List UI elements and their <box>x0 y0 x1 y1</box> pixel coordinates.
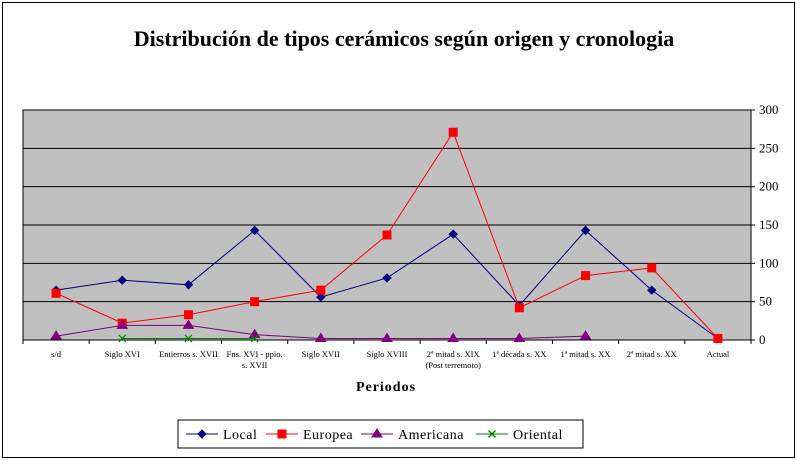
data-point <box>50 330 62 340</box>
x-tick-label: 2ª mitad s. XIX <box>427 349 480 359</box>
gridlines <box>23 147 751 303</box>
x-tick-label: 1ª década s. XX <box>492 349 546 359</box>
data-point <box>580 225 591 236</box>
data-point <box>316 285 326 295</box>
legend-marker <box>488 430 496 438</box>
y-tick-label: 300 <box>759 102 779 117</box>
y-tick-label: 50 <box>759 294 772 309</box>
legend-label: Europea <box>303 428 353 443</box>
data-point <box>118 334 127 343</box>
x-tick-label: Siglo XVII <box>302 349 340 359</box>
data-point <box>448 229 458 239</box>
y-tick-label: 200 <box>759 179 779 194</box>
legend-item-oriental: Oriental <box>476 428 563 443</box>
series-oriental <box>118 334 259 343</box>
data-point <box>579 330 592 340</box>
y-tick-label: 250 <box>759 140 779 155</box>
legend-marker <box>371 428 383 438</box>
chart: Distribución de tipos cerámicos según or… <box>22 26 779 449</box>
legend-item-local: Local <box>186 428 257 443</box>
x-tick-label: 1ª mitad s. XX <box>561 349 611 359</box>
y-tick-label: 150 <box>759 217 779 232</box>
data-point <box>250 297 260 307</box>
data-point <box>381 332 393 342</box>
x-tick-label: s/d <box>51 349 62 359</box>
data-point <box>250 334 259 343</box>
legend-label: Local <box>223 428 257 443</box>
series-europea <box>51 127 723 343</box>
data-point <box>117 275 127 285</box>
x-tick-label: s. XVII <box>242 360 268 370</box>
data-point <box>183 310 193 320</box>
data-point <box>116 319 129 329</box>
data-point <box>647 263 657 273</box>
data-point <box>448 127 458 137</box>
x-axis-title: Periodos <box>356 380 416 395</box>
x-tick-label: 2ª mitad s. XX <box>627 349 677 359</box>
series-americana <box>50 319 592 342</box>
y-tick-label: 100 <box>759 255 779 270</box>
data-point <box>184 334 193 343</box>
data-point <box>249 225 260 236</box>
x-tick-label: (Post terremoto) <box>425 360 481 370</box>
data-point <box>647 285 657 295</box>
x-tick-label: Siglo XVI <box>105 349 140 359</box>
legend-item-americana: Americana <box>361 428 464 443</box>
y-tick-label: 0 <box>759 332 766 347</box>
legend-items: Local Europea Americana Oriental <box>186 428 563 443</box>
data-point <box>581 271 591 281</box>
legend-marker <box>277 429 287 439</box>
x-tick-label: Fns. XVI - ppio. <box>227 349 283 359</box>
x-axis-ticks: s/d Siglo XVI Entierros s. XVII Fns. XVI - … <box>22 340 752 370</box>
data-point <box>514 303 524 313</box>
legend-label: Americana <box>398 428 464 443</box>
y-axis-ticks: 0 50 100 150 200 250 300 <box>751 102 779 347</box>
data-point <box>382 273 392 283</box>
series-layer <box>50 127 723 344</box>
data-point <box>513 332 526 342</box>
legend-item-europea: Europea <box>266 428 353 443</box>
x-tick-label: Actual <box>707 349 730 359</box>
x-tick-label: Siglo XVIII <box>367 349 408 359</box>
data-point <box>182 319 195 329</box>
data-point <box>382 230 392 240</box>
data-point <box>183 280 194 290</box>
data-point <box>713 333 723 343</box>
data-point <box>316 292 326 302</box>
chart-title: Distribución de tipos cerámicos según or… <box>134 26 674 51</box>
legend-marker <box>197 429 207 439</box>
data-point <box>447 332 460 342</box>
legend-label: Oriental <box>513 428 563 443</box>
data-point <box>314 332 327 342</box>
data-point <box>51 288 61 298</box>
x-tick-label: Entierros s. XVII <box>159 349 218 359</box>
